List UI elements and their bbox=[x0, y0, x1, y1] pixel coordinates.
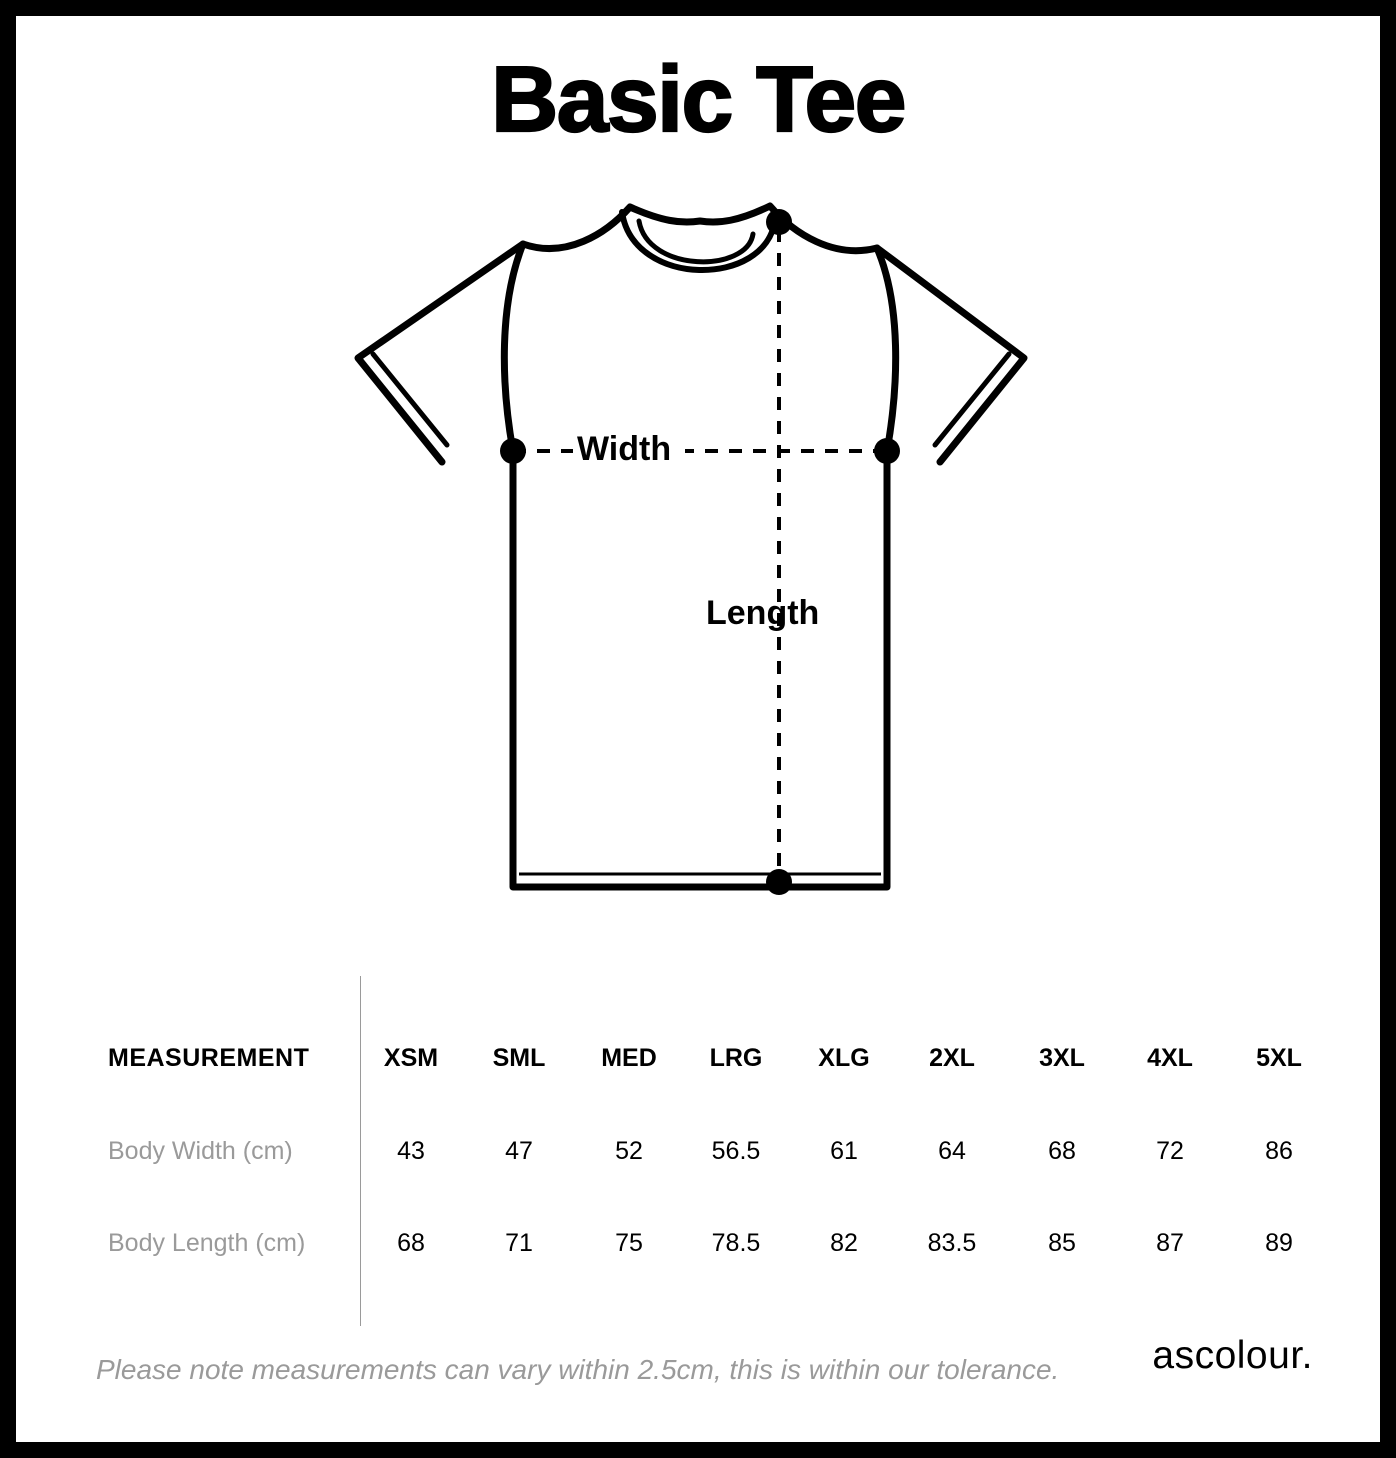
svg-text:Length: Length bbox=[706, 594, 819, 632]
svg-text:Width: Width bbox=[577, 430, 671, 468]
